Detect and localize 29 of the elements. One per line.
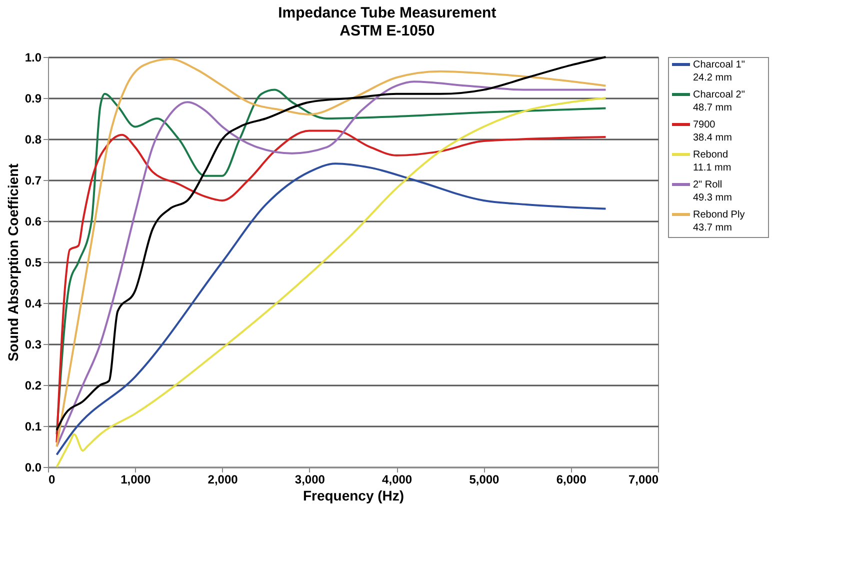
legend-label: Rebond Ply 43.7 mm: [693, 210, 745, 234]
y-tick-label: 0.2: [24, 378, 42, 392]
x-tick-label: 0: [48, 472, 56, 486]
chart-subtitle: ASTM E-1050: [340, 22, 435, 40]
y-tick-label: 0.3: [24, 338, 42, 352]
legend-label: Rebond 11.1 mm: [693, 150, 732, 174]
legend-label: 2" Roll 49.3 mm: [693, 180, 732, 204]
chart-title: Impedance Tube Measurement: [278, 4, 496, 22]
x-tick-label: 4,000: [382, 472, 412, 486]
x-tick-label: 1,000: [120, 472, 151, 486]
x-tick-label: 3,000: [294, 472, 326, 486]
y-tick-label: 0.1: [24, 420, 42, 434]
legend-label: Charcoal 2" 48.7 mm: [693, 90, 746, 114]
y-tick-label: 0.7: [24, 174, 42, 188]
y-tick-label: 1.0: [24, 50, 42, 64]
legend-label: 7900 38.4 mm: [693, 120, 732, 144]
x-axis-title: Frequency (Hz): [302, 488, 404, 504]
y-tick-label: 0.0: [24, 460, 42, 474]
y-axis-title: Sound Absorption Coefficient: [4, 163, 21, 362]
x-tick-label: 6,000: [556, 472, 587, 486]
y-tick-label: 0.8: [24, 132, 42, 146]
legend-label: Charcoal 1" 24.2 mm: [693, 60, 746, 84]
y-tick-label: 0.6: [24, 214, 42, 228]
y-tick-label: 0.4: [24, 296, 42, 310]
x-tick-label: 7,000: [628, 472, 659, 486]
x-tick-label: 2,000: [208, 472, 238, 486]
x-tick-label: 5,000: [469, 472, 500, 486]
y-tick-label: 0.5: [24, 256, 42, 270]
y-tick-label: 0.9: [24, 92, 42, 106]
